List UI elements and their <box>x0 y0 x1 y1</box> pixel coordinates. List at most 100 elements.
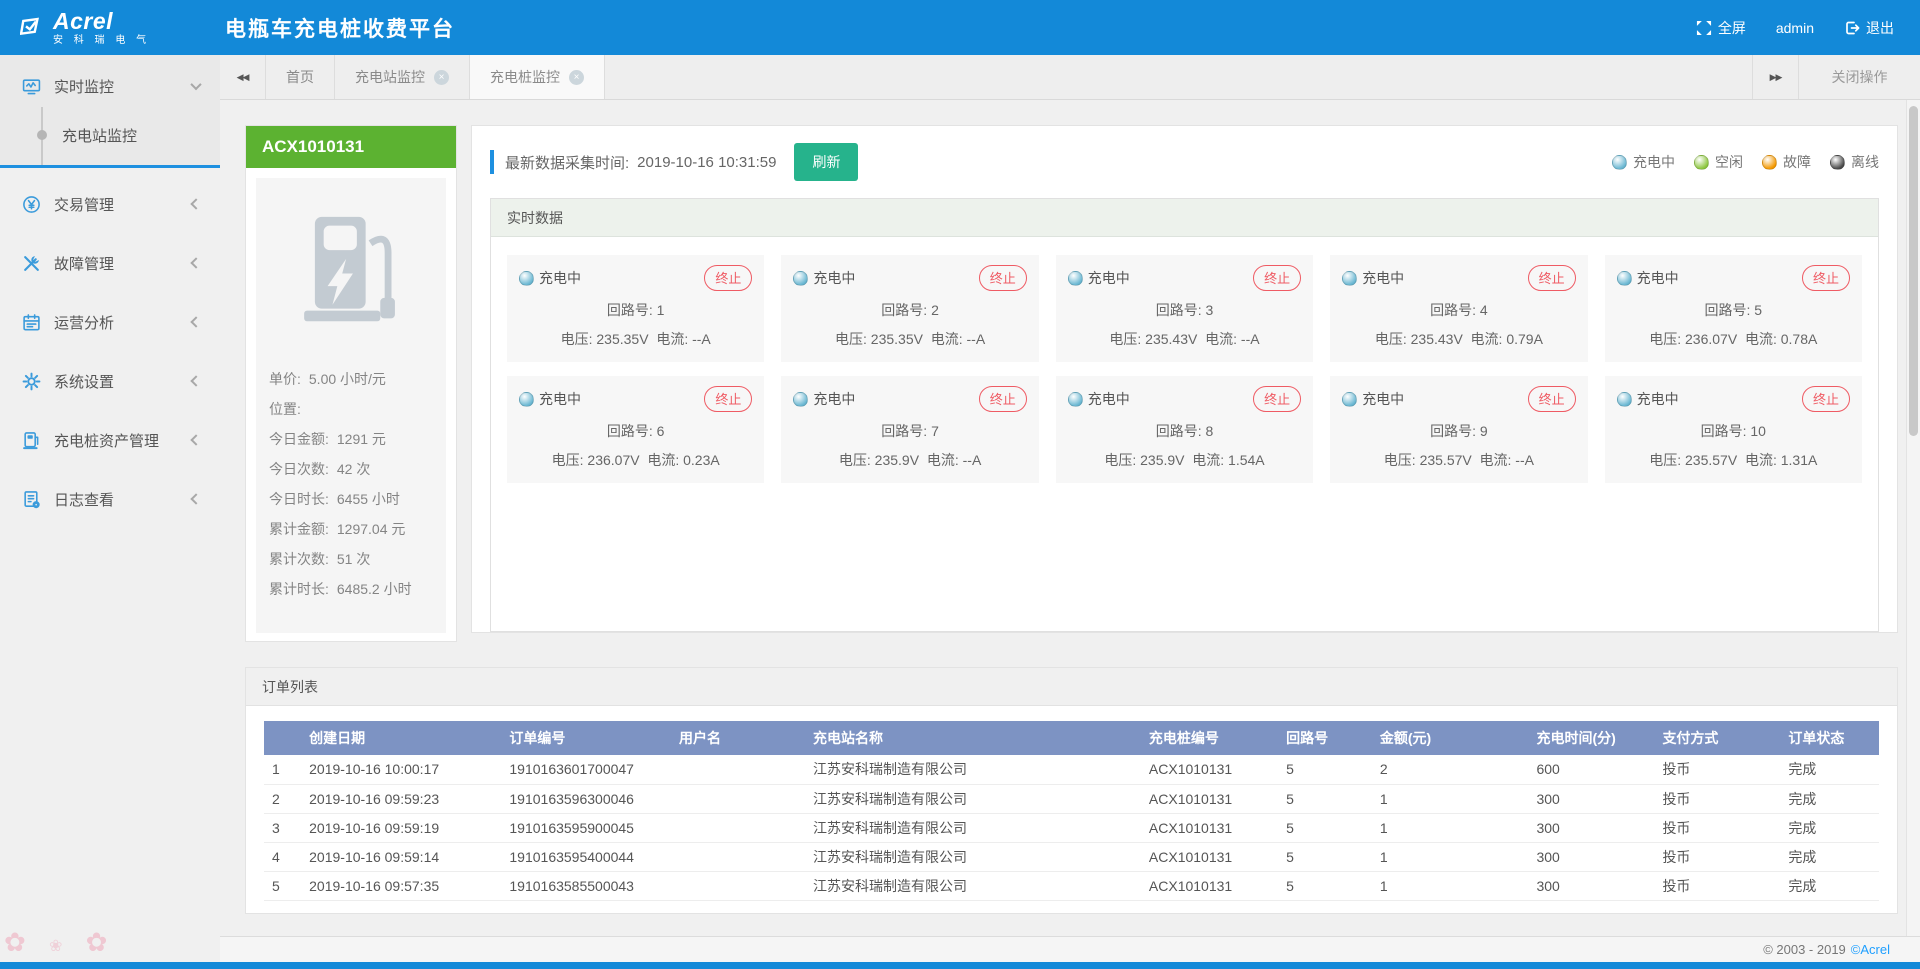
orders-table-header-row: 创建日期 订单编号 用户名 充电站名称 充电桩编号 回路号 金额(元) 充电时间(分) 支付方式… <box>264 721 1879 755</box>
terminate-button[interactable]: 终止 <box>1527 386 1576 412</box>
fullscreen-button[interactable]: 全屏 <box>1696 18 1746 38</box>
cell-amount: 1 <box>1371 784 1529 814</box>
cell-status: 完成 <box>1780 813 1879 843</box>
terminate-button[interactable]: 终止 <box>1801 265 1850 291</box>
logo-text: Acrel <box>53 7 114 34</box>
cell-minutes: 300 <box>1528 842 1655 872</box>
sidebar-item-1[interactable]: 交易管理 <box>0 181 220 227</box>
tab-0[interactable]: 首页 <box>266 55 335 99</box>
cell-created: 2019-10-16 09:59:19 <box>301 813 502 843</box>
terminate-button[interactable]: 终止 <box>1527 265 1576 291</box>
circuit-measurements: 电压: 235.57V 电流: --A <box>1383 452 1534 468</box>
cell-order_no: 1910163596300046 <box>501 784 671 814</box>
realtime-data-section: 实时数据 充电中 终止 回路号: 1 电压: 235.35V 电流: --A 充… <box>490 198 1879 632</box>
sidebar-subitem[interactable]: 充电站监控 <box>0 107 220 165</box>
close-actions-dropdown[interactable]: 关闭操作 <box>1798 55 1920 99</box>
cell-payment: 投币 <box>1654 813 1781 843</box>
cell-pile: ACX1010131 <box>1140 784 1279 814</box>
cell-station: 江苏安科瑞制造有限公司 <box>804 871 1141 901</box>
sidebar-item-6[interactable]: 日志查看 <box>0 476 220 522</box>
vertical-scrollbar[interactable] <box>1906 100 1920 936</box>
scrollbar-thumb[interactable] <box>1909 106 1918 436</box>
orders-section-title: 订单列表 <box>246 668 1897 706</box>
sidebar-item-3[interactable]: 运营分析 <box>0 299 220 345</box>
terminate-button[interactable]: 终止 <box>1801 386 1850 412</box>
station-id: ACX1010131 <box>246 126 456 168</box>
stat-label: 累计时长: <box>269 581 329 597</box>
pile-asset-icon <box>22 431 41 450</box>
legend-label: 离线 <box>1851 154 1879 170</box>
main-area: ACX1010131 <box>220 100 1920 962</box>
stat-value: 5.00 小时/元 <box>308 371 386 387</box>
terminate-button[interactable]: 终止 <box>978 265 1027 291</box>
circuit-status: 充电中 <box>1087 391 1130 407</box>
tab-1[interactable]: 充电站监控 × <box>335 55 470 99</box>
stat-label: 今日金额: <box>269 431 329 447</box>
circuit-number: 回路号: 4 <box>1430 302 1488 318</box>
analysis-icon <box>22 313 41 332</box>
tab-close-icon[interactable]: × <box>434 69 449 85</box>
accent-bar <box>490 150 494 174</box>
cell-station: 江苏安科瑞制造有限公司 <box>804 842 1141 872</box>
brand-link[interactable]: ©Acrel <box>1850 942 1890 957</box>
station-stat-line: 累计金额: 1297.04 元 <box>269 514 433 544</box>
orders-table: 创建日期 订单编号 用户名 充电站名称 充电桩编号 回路号 金额(元) 充电时间(分) 支付方式… <box>264 721 1879 901</box>
circuit-measurements: 电压: 235.9V 电流: --A <box>838 452 982 468</box>
col-2: 用户名 <box>670 721 805 755</box>
stat-label: 累计金额: <box>269 521 329 537</box>
fullscreen-label: 全屏 <box>1717 19 1746 36</box>
station-stat-line: 今日次数: 42 次 <box>269 454 433 484</box>
circuit-status: 充电中 <box>539 391 581 407</box>
tabs-scroll-right-button[interactable]: ▶▶ <box>1752 55 1798 99</box>
cell-index: 4 <box>264 842 302 872</box>
status-dot-icon <box>793 270 809 286</box>
terminate-button[interactable]: 终止 <box>704 386 753 412</box>
cell-index: 3 <box>264 813 302 843</box>
cell-minutes: 300 <box>1528 813 1655 843</box>
col-5: 回路号 <box>1278 721 1372 755</box>
terminate-button[interactable]: 终止 <box>704 265 753 291</box>
status-dot-icon <box>1830 154 1845 170</box>
status-dot-icon <box>1616 270 1632 286</box>
cell-amount: 1 <box>1371 813 1529 843</box>
tab-bar: ◀◀ 首页 充电站监控 × 充电桩监控 × ▶▶ 关闭操作 <box>220 55 1920 100</box>
cell-order_no: 1910163585500043 <box>501 871 671 901</box>
page-title: 电瓶车充电桩收费平台 <box>225 17 455 41</box>
tab-label: 充电站监控 <box>355 69 425 85</box>
username[interactable]: admin <box>1775 19 1814 36</box>
sidebar-item-4[interactable]: 系统设置 <box>0 358 220 404</box>
circuit-status: 充电中 <box>1362 270 1405 286</box>
cell-pile: ACX1010131 <box>1140 813 1279 843</box>
sidebar-item-label: 交易管理 <box>54 196 115 214</box>
circuit-number: 回路号: 7 <box>881 423 939 439</box>
decorative-flowers: ✿ ❀ ✿ <box>4 927 116 957</box>
sidebar-item-2[interactable]: 故障管理 <box>0 240 220 286</box>
circuit-measurements: 电压: 236.07V 电流: 0.23A <box>551 452 720 468</box>
tab-close-icon[interactable]: × <box>569 69 584 85</box>
tabs-scroll-left-button[interactable]: ◀◀ <box>220 55 266 99</box>
sidebar-item-5[interactable]: 充电桩资产管理 <box>0 417 220 463</box>
circuit-card-10: 充电中 终止 回路号: 10 电压: 235.57V 电流: 1.31A <box>1604 376 1862 483</box>
station-info-panel: ACX1010131 <box>245 125 457 642</box>
bottom-accent-strip <box>0 962 1920 969</box>
circuit-status: 充电中 <box>539 270 581 286</box>
status-dot-icon <box>1342 270 1358 286</box>
refresh-button[interactable]: 刷新 <box>794 143 859 181</box>
footer: © 2003 - 2019 ©Acrel <box>220 936 1920 962</box>
col-3: 充电站名称 <box>804 721 1141 755</box>
cell-circuit: 5 <box>1278 755 1372 785</box>
circuit-measurements: 电压: 235.35V 电流: --A <box>560 331 711 347</box>
cell-order_no: 1910163601700047 <box>501 755 671 785</box>
legend-label: 空闲 <box>1715 154 1743 170</box>
cell-circuit: 5 <box>1278 871 1372 901</box>
terminate-button[interactable]: 终止 <box>1253 265 1302 291</box>
tab-2[interactable]: 充电桩监控 × <box>470 55 605 99</box>
cell-user <box>670 842 805 872</box>
circuit-card-3: 充电中 终止 回路号: 3 电压: 235.43V 电流: --A <box>1055 255 1314 362</box>
terminate-button[interactable]: 终止 <box>978 386 1027 412</box>
logout-button[interactable]: 退出 <box>1844 18 1894 38</box>
terminate-button[interactable]: 终止 <box>1253 386 1302 412</box>
circuit-card-9: 充电中 终止 回路号: 9 电压: 235.57V 电流: --A <box>1330 376 1588 483</box>
sidebar-item-0[interactable]: 实时监控 <box>0 63 220 109</box>
circuit-status: 充电中 <box>1362 391 1405 407</box>
